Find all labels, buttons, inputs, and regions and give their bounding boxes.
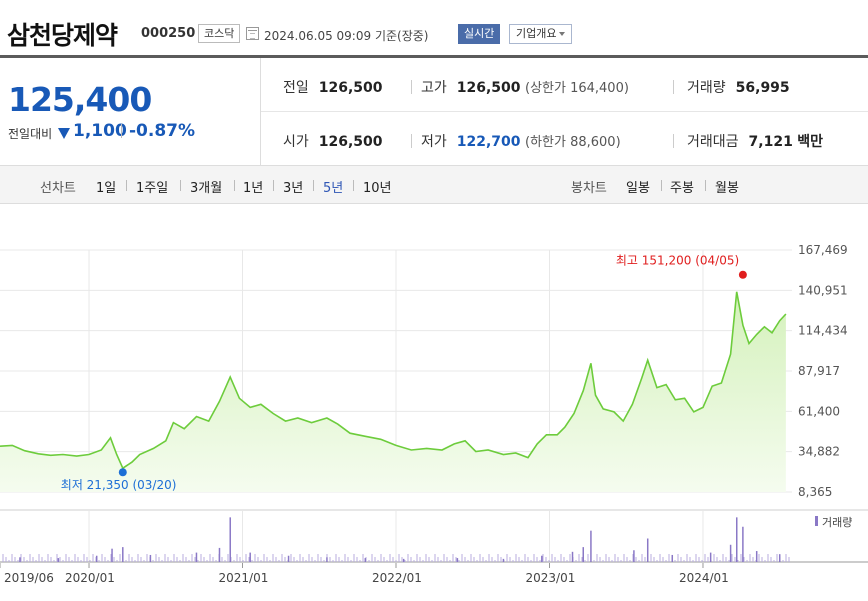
x-tick-label: 2023/01 — [525, 571, 575, 585]
stat-divider — [673, 134, 674, 148]
stat-unit: 백만 — [797, 134, 824, 150]
stat-value: 126,500 — [318, 134, 383, 150]
price-area-fill — [0, 291, 786, 492]
stat-volume: 거래량 56,995 — [687, 77, 790, 97]
upper-limit-value: 164,400 — [570, 81, 624, 96]
change-percent: -0.87% — [129, 121, 196, 141]
chevron-down-icon — [559, 32, 566, 36]
y-tick-label: 8,365 — [798, 485, 832, 499]
down-triangle-icon — [58, 128, 70, 139]
period-3y[interactable]: 3년 — [283, 181, 304, 196]
volume-legend-swatch — [815, 516, 818, 526]
change-divider — [121, 124, 122, 138]
period-divider — [273, 180, 274, 191]
period-1w[interactable]: 1주일 — [136, 181, 169, 196]
period-3m[interactable]: 3개월 — [190, 181, 223, 196]
period-divider — [705, 180, 706, 191]
price-line — [0, 291, 787, 470]
stat-value: 126,500 — [318, 80, 383, 96]
x-tick-label: 2019/06 — [4, 571, 54, 585]
stat-label: 시가 — [283, 134, 309, 150]
y-tick-label: 167,469 — [798, 243, 848, 257]
y-tick-label: 61,400 — [798, 404, 840, 418]
stat-label: 거래대금 — [687, 134, 739, 150]
company-overview-dropdown[interactable]: 기업개요 — [509, 24, 573, 44]
upper-limit-label: 상한가 — [530, 81, 566, 96]
stat-value: 122,700 — [456, 134, 521, 150]
realtime-button[interactable]: 실시간 — [458, 24, 501, 44]
period-1d[interactable]: 1일 — [96, 181, 117, 196]
max-price-marker — [738, 270, 747, 279]
stat-low: 저가 122,700 (하한가 88,600) — [421, 134, 621, 150]
min-price-marker — [118, 468, 127, 477]
line-chart-label: 선차트 — [40, 181, 76, 196]
stat-label: 저가 — [421, 134, 447, 150]
stat-label: 거래량 — [687, 80, 726, 96]
period-10y[interactable]: 10년 — [363, 181, 392, 196]
change-value: 1,100 — [73, 121, 127, 141]
stat-divider — [411, 134, 412, 148]
current-price: 125,400 — [8, 80, 152, 119]
price-summary: 125,400 전일대비 1,100 -0.87% 전일 126,500 고가 12… — [0, 58, 868, 165]
stat-open: 시가 126,500 — [283, 131, 383, 151]
stat-value: 7,121 — [748, 134, 793, 150]
y-tick-label: 140,951 — [798, 283, 848, 297]
y-tick-label: 34,882 — [798, 445, 840, 459]
change-label: 전일대비 — [8, 127, 53, 141]
quote-datetime: 2024.06.05 09:09 기준(장중) — [264, 27, 428, 44]
period-divider — [661, 180, 662, 191]
stat-divider — [411, 80, 412, 94]
company-overview-label: 기업개요 — [516, 27, 557, 40]
x-tick-label: 2021/01 — [219, 571, 269, 585]
lower-limit-value: 88,600 — [570, 135, 616, 150]
max-price-label: 최고 151,200 (04/05) — [616, 254, 739, 268]
x-tick-label: 2022/01 — [372, 571, 422, 585]
price-chart: 167,469 140,951 114,434 87,917 61,400 34,882 8… — [0, 205, 868, 597]
stat-divider — [673, 80, 674, 94]
period-divider — [313, 180, 314, 191]
lower-limit-label: 하한가 — [530, 135, 566, 150]
stat-high: 고가 126,500 (상한가 164,400) — [421, 80, 629, 96]
stats-row-divider — [261, 111, 868, 112]
volume-legend-label: 거래량 — [822, 516, 852, 529]
market-badge: 코스닥 — [198, 24, 241, 43]
period-divider — [353, 180, 354, 191]
stat-trade-value: 거래대금 7,121 백만 — [687, 131, 823, 151]
period-selector-bar: 선차트 1일 1주일 3개월 1년 3년 5년 10년 봉차트 일봉 주봉 월봉 — [0, 165, 868, 204]
period-divider — [234, 180, 235, 191]
candle-chart-label: 봉차트 — [571, 181, 607, 196]
y-tick-label: 87,917 — [798, 364, 840, 378]
period-divider — [180, 180, 181, 191]
stat-value: 126,500 — [456, 80, 521, 96]
period-5y[interactable]: 5년 — [323, 181, 344, 196]
candle-monthly[interactable]: 월봉 — [715, 181, 739, 196]
period-divider — [126, 180, 127, 191]
stat-label: 고가 — [421, 80, 447, 96]
candle-weekly[interactable]: 주봉 — [670, 181, 694, 196]
stock-name: 삼천당제약 — [7, 21, 118, 50]
candle-daily[interactable]: 일봉 — [626, 181, 650, 196]
stat-value: 56,995 — [735, 80, 790, 96]
quote-time-suffix: 기준(장중) — [374, 29, 429, 43]
stock-header: 삼천당제약 000250 코스닥 2024.06.05 09:09 기준(장중)… — [0, 0, 868, 56]
calendar-icon — [246, 27, 259, 40]
min-price-label: 최저 21,350 (03/20) — [61, 478, 177, 492]
price-chart-svg: 167,469 140,951 114,434 87,917 61,400 34,882 8… — [0, 243, 868, 585]
quote-time: 2024.06.05 09:09 — [264, 29, 372, 43]
header-divider — [0, 55, 868, 58]
price-divider — [260, 58, 261, 165]
period-1y[interactable]: 1년 — [243, 181, 264, 196]
x-tick-label: 2024/01 — [679, 571, 729, 585]
stock-code: 000250 — [141, 26, 196, 41]
y-tick-label: 114,434 — [798, 324, 848, 338]
stat-prev-close: 전일 126,500 — [283, 77, 383, 97]
x-tick-label: 2020/01 — [65, 571, 115, 585]
stat-label: 전일 — [283, 80, 309, 96]
